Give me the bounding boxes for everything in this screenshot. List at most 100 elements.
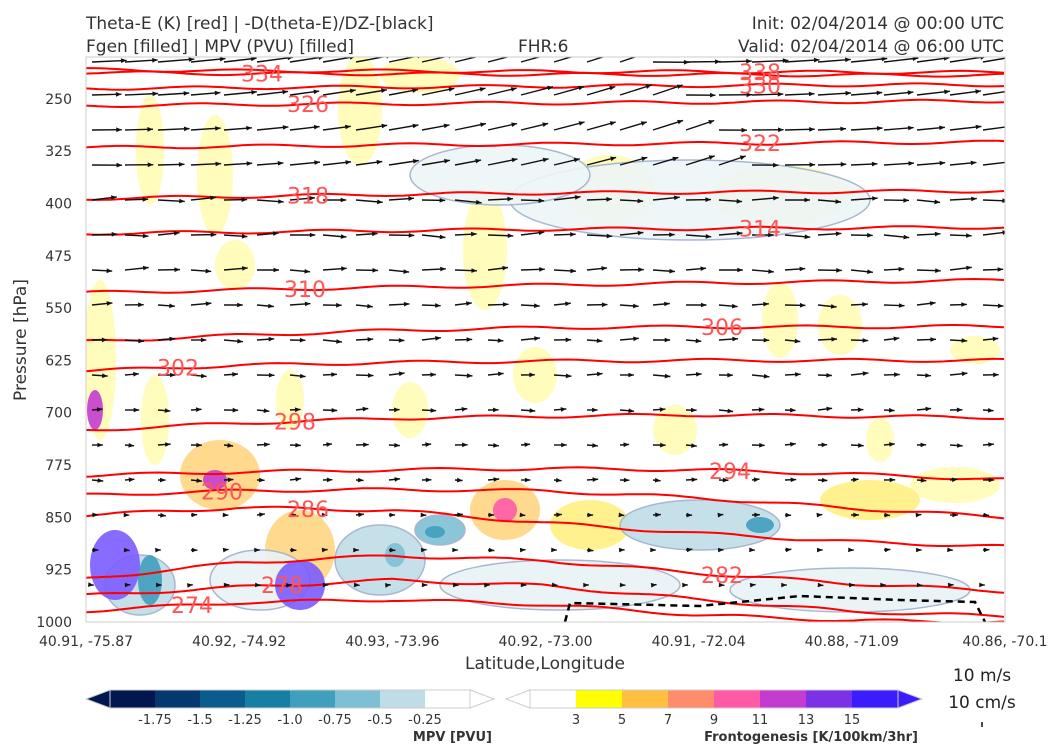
wind-vector-head xyxy=(763,373,770,379)
wind-vector-head xyxy=(804,234,811,240)
wind-vector-head xyxy=(551,547,557,553)
wind-vector-head xyxy=(386,57,390,59)
wind-vector-head xyxy=(268,336,275,342)
wind-vector-head xyxy=(759,442,765,448)
wind-vector xyxy=(751,59,789,63)
wind-vector-head xyxy=(164,408,171,413)
wind-vector-head xyxy=(677,119,684,125)
wind-vector-head xyxy=(205,268,212,274)
wind-vector-head xyxy=(565,337,572,343)
wind-vector-head xyxy=(394,477,401,482)
wind-vector-head xyxy=(452,547,458,553)
colorbar-extend-right xyxy=(469,689,496,709)
wind-vector-head xyxy=(353,582,360,588)
wind-vector-head xyxy=(637,198,644,204)
wind-vector-head xyxy=(403,301,410,307)
wind-vector-head xyxy=(222,547,229,553)
colorbar-swatch xyxy=(806,690,853,708)
wind-vector-head xyxy=(534,303,540,308)
x-tick-label: 40.92, -74.92 xyxy=(192,634,286,650)
wind-vector-head xyxy=(403,269,410,274)
wind-vector-head xyxy=(943,57,950,61)
wind-vector-head xyxy=(479,87,486,92)
wind-vector-head xyxy=(205,301,212,306)
wind-vector-head xyxy=(610,156,617,162)
wind-vector-head xyxy=(466,373,473,378)
colorbar-swatch xyxy=(714,690,761,708)
wind-vector-head xyxy=(848,582,855,588)
theta-e-contour xyxy=(86,324,1005,342)
theta-e-label: 274 xyxy=(171,594,213,619)
wind-vector-head xyxy=(425,442,432,447)
mpv-tick-label: -1.5 xyxy=(187,713,212,728)
wind-vector-head xyxy=(790,442,796,447)
colorbar-swatch xyxy=(290,690,336,708)
wind-vector-head xyxy=(488,547,495,553)
x-axis: 40.91, -75.87 40.92, -74.92 40.93, -73.96 4… xyxy=(39,634,1048,650)
wind-vector-head xyxy=(609,85,616,91)
wind-vector-head xyxy=(394,407,400,413)
wind-vector-head xyxy=(992,336,999,342)
wind-vector-head xyxy=(160,512,166,518)
wind-vector-head xyxy=(881,57,888,62)
wind-vector-head xyxy=(988,442,994,447)
y-tick-label: 475 xyxy=(45,249,72,265)
wind-vector-head xyxy=(939,125,945,131)
colorbar-swatch xyxy=(530,690,577,708)
wind-vector-head xyxy=(1007,160,1013,165)
wind-vector-head xyxy=(660,442,666,448)
wind-vector-head xyxy=(155,547,161,553)
wind-vector-head xyxy=(746,92,753,98)
colorbar-extend-left xyxy=(504,689,531,709)
intense-shading xyxy=(493,498,517,522)
wind-vector-head xyxy=(219,57,226,62)
mpv-tick-label: -0.25 xyxy=(408,713,442,728)
wind-vector-head xyxy=(867,232,873,238)
wind-vector-head xyxy=(664,373,671,379)
wind-vector-head xyxy=(353,547,359,553)
wind-vector-head xyxy=(565,373,572,379)
theta-e-label: 326 xyxy=(287,93,329,118)
wind-vector-head xyxy=(362,406,369,412)
wind-vector-head xyxy=(214,90,221,96)
fgen-colorbar-title: Frontogenesis [K/100km/3hr] xyxy=(704,730,918,745)
wind-vector-head xyxy=(912,57,919,61)
fgen-tick-label: 7 xyxy=(664,713,672,728)
fgen-shading xyxy=(276,370,304,430)
fgen-colorbar: 3 5 7 9 11 13 15 xyxy=(504,689,924,728)
wind-vector-head xyxy=(633,336,639,342)
theta-e-label: 322 xyxy=(739,132,781,157)
wind-vector-head xyxy=(511,122,518,127)
wind-vector-head xyxy=(237,338,243,344)
wind-vector-head xyxy=(715,59,721,64)
wind-vector xyxy=(553,57,574,63)
theta-e-label: 338 xyxy=(739,61,781,86)
wind-vector-head xyxy=(664,301,670,307)
wind-vector-head xyxy=(659,407,666,412)
wind-vector-head xyxy=(299,373,306,379)
wind-vector-head xyxy=(187,583,193,588)
shaded-fields xyxy=(86,57,1000,616)
wind-vector-head xyxy=(785,512,792,518)
theta-e-contour xyxy=(86,357,1005,373)
wind-vector-head xyxy=(268,303,274,309)
wind-vector-head xyxy=(708,155,715,160)
wind-vector-head xyxy=(520,582,527,588)
wind-vector-head xyxy=(925,406,932,412)
wind-vector-head xyxy=(686,547,693,553)
fgen-tick-label: 5 xyxy=(618,713,626,728)
wind-vector-head xyxy=(848,547,854,553)
wind-vector-head xyxy=(331,372,337,377)
wind-vector-head xyxy=(817,547,823,553)
forecast-hour: FHR:6 xyxy=(518,37,569,57)
wind-vector-head xyxy=(821,477,828,483)
wind-vector-head xyxy=(966,265,972,271)
wind-vector-head xyxy=(412,123,419,129)
wind-vector-head xyxy=(782,58,789,63)
wind-vector xyxy=(883,57,919,63)
theta-e-contour xyxy=(86,188,1005,201)
wind-vector-head xyxy=(507,196,513,202)
wind-vector-head xyxy=(363,442,369,448)
wind-vector-head xyxy=(88,582,94,587)
wind-vector-head xyxy=(529,408,536,413)
